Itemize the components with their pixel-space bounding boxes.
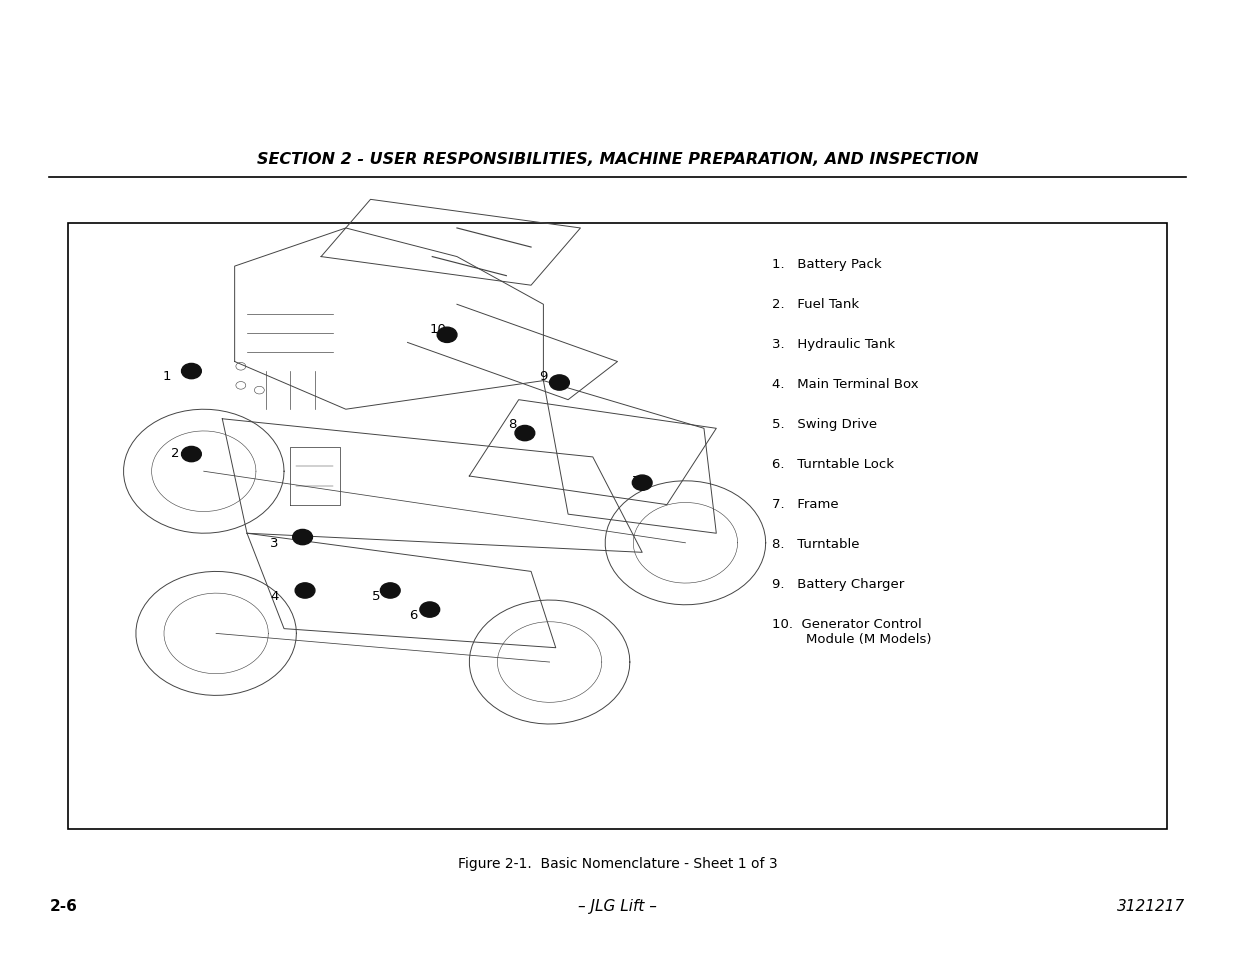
Text: 5: 5 bbox=[373, 589, 380, 602]
Text: 2.   Fuel Tank: 2. Fuel Tank bbox=[772, 297, 860, 311]
Text: 1.   Battery Pack: 1. Battery Pack bbox=[772, 257, 882, 271]
Text: 3: 3 bbox=[270, 537, 278, 550]
Circle shape bbox=[182, 447, 201, 462]
Bar bbox=[68, 224, 1167, 829]
Text: 6: 6 bbox=[410, 608, 417, 621]
Circle shape bbox=[515, 426, 535, 441]
Text: Figure 2-1.  Basic Nomenclature - Sheet 1 of 3: Figure 2-1. Basic Nomenclature - Sheet 1… bbox=[458, 856, 777, 870]
Circle shape bbox=[550, 375, 569, 391]
Text: 8: 8 bbox=[509, 417, 516, 431]
Text: – JLG Lift –: – JLG Lift – bbox=[578, 898, 657, 913]
Text: 7.   Frame: 7. Frame bbox=[772, 497, 839, 511]
Text: SECTION 2 - USER RESPONSIBILITIES, MACHINE PREPARATION, AND INSPECTION: SECTION 2 - USER RESPONSIBILITIES, MACHI… bbox=[257, 152, 978, 167]
Text: 1: 1 bbox=[163, 370, 170, 383]
Circle shape bbox=[420, 602, 440, 618]
Circle shape bbox=[293, 530, 312, 545]
Text: 7: 7 bbox=[632, 475, 640, 488]
Text: 9: 9 bbox=[540, 370, 547, 383]
Circle shape bbox=[437, 328, 457, 343]
Circle shape bbox=[182, 364, 201, 379]
Circle shape bbox=[380, 583, 400, 598]
Circle shape bbox=[295, 583, 315, 598]
Circle shape bbox=[632, 476, 652, 491]
Text: 10.  Generator Control
        Module (M Models): 10. Generator Control Module (M Models) bbox=[772, 618, 931, 645]
Text: 8.   Turntable: 8. Turntable bbox=[772, 537, 860, 551]
Text: 3.   Hydraulic Tank: 3. Hydraulic Tank bbox=[772, 337, 895, 351]
Text: 3121217: 3121217 bbox=[1118, 898, 1186, 913]
Text: 2: 2 bbox=[172, 446, 179, 459]
Text: 6.   Turntable Lock: 6. Turntable Lock bbox=[772, 457, 894, 471]
Text: 10: 10 bbox=[430, 322, 447, 335]
Text: 9.   Battery Charger: 9. Battery Charger bbox=[772, 578, 904, 591]
Text: 4: 4 bbox=[270, 589, 278, 602]
Text: 2-6: 2-6 bbox=[49, 898, 78, 913]
Text: 4.   Main Terminal Box: 4. Main Terminal Box bbox=[772, 377, 919, 391]
Text: 5.   Swing Drive: 5. Swing Drive bbox=[772, 417, 877, 431]
